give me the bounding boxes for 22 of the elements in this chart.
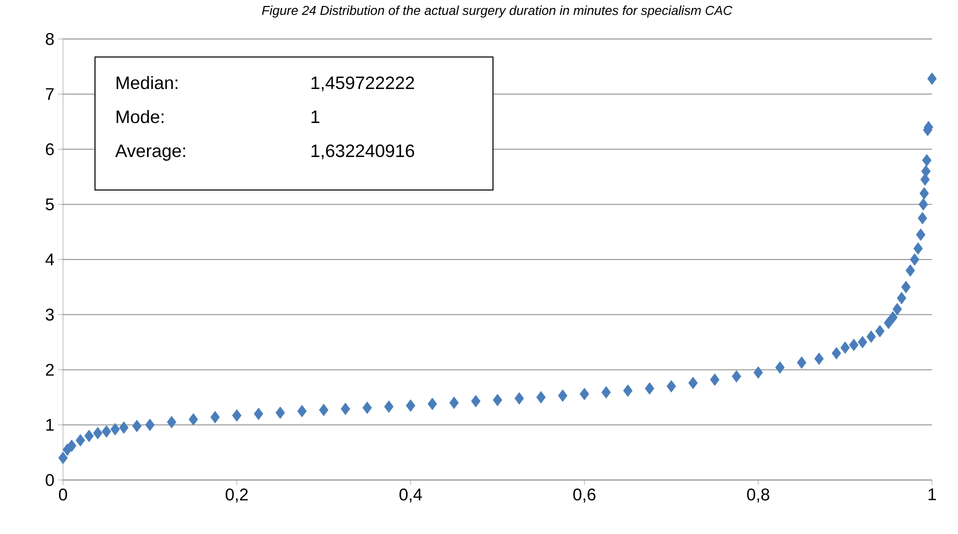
y-tick-label: 1 bbox=[46, 419, 54, 431]
annotation: 1,632240916 bbox=[312, 144, 414, 160]
x-tick-label: 0,4 bbox=[399, 488, 422, 503]
x-tick-label: 0,8 bbox=[747, 488, 770, 503]
y-tick-label: 3 bbox=[46, 308, 54, 321]
y-tick-label: 7 bbox=[46, 88, 54, 100]
annotation: 1,459722222 bbox=[312, 76, 414, 92]
x-tick-label: 1 bbox=[928, 488, 936, 500]
y-tick-label: 4 bbox=[45, 254, 54, 266]
y-tick-label: 8 bbox=[46, 32, 54, 45]
y-tick-label: 0 bbox=[46, 474, 54, 486]
x-tick-label: 0 bbox=[58, 488, 68, 501]
x-tick-label: 0,2 bbox=[226, 488, 248, 503]
annotation: 1 bbox=[312, 110, 320, 123]
annotation: Mode: bbox=[116, 110, 164, 124]
y-tick-label: 5 bbox=[46, 198, 54, 210]
annotation: Average: bbox=[115, 144, 186, 161]
chart-title: Figure 24 Distribution of the actual surgery duration in minutes for specialism CAC bbox=[262, 6, 732, 18]
y-tick-label: 2 bbox=[46, 364, 54, 376]
x-tick-label: 0,6 bbox=[573, 488, 596, 503]
annotation: Median: bbox=[116, 76, 178, 90]
y-tick-label: 6 bbox=[46, 143, 54, 156]
